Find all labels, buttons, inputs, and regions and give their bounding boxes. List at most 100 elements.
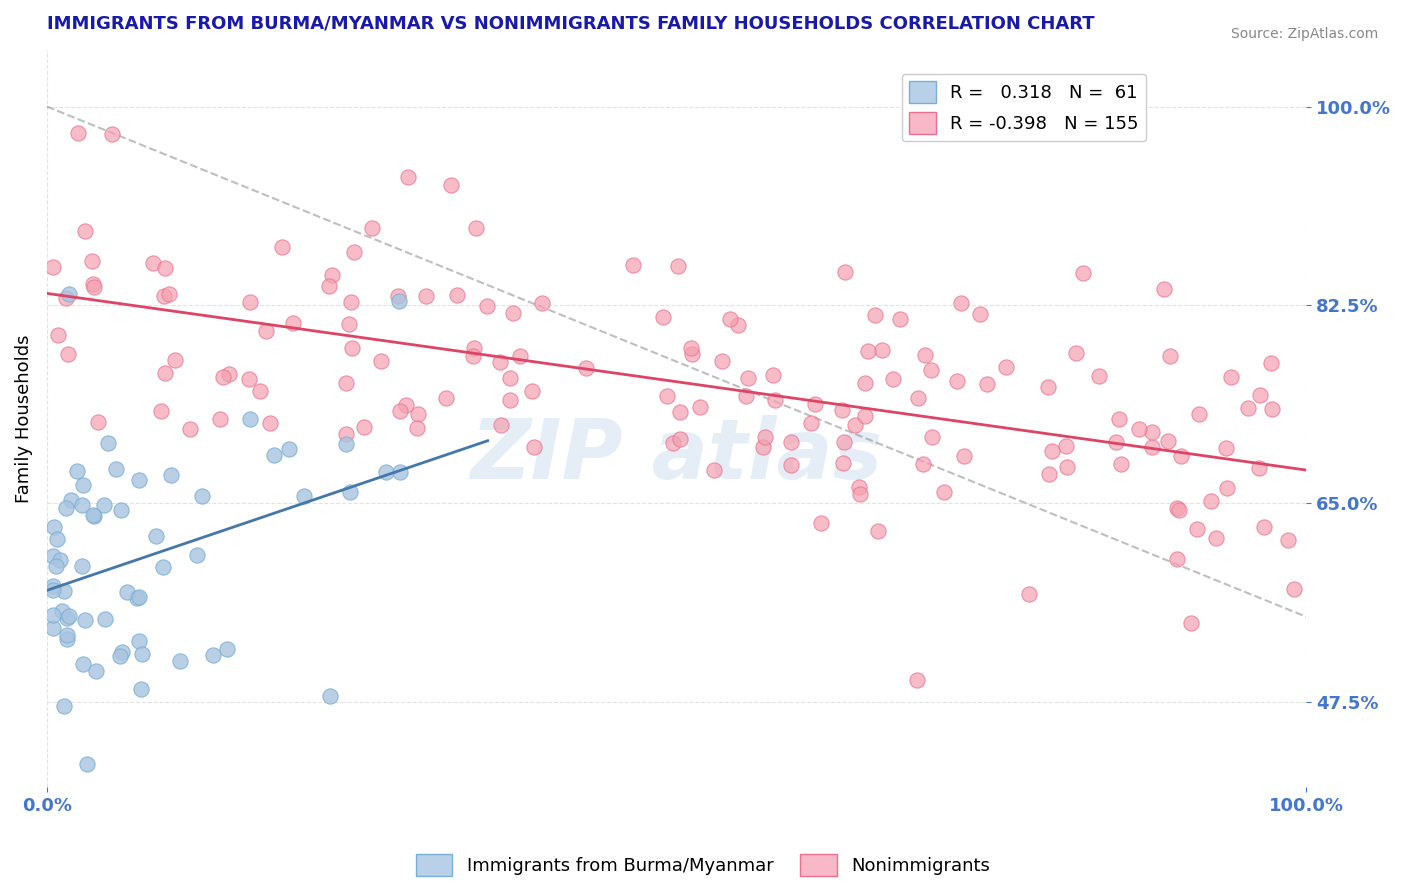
- Point: [950, 296, 973, 310]
- Point: [72, 478, 94, 492]
- Point: [128, 591, 150, 605]
- Point: [1105, 435, 1128, 450]
- Point: [652, 310, 675, 325]
- Point: [370, 353, 392, 368]
- Point: [340, 295, 363, 310]
- Point: [42, 579, 65, 593]
- Point: [1215, 442, 1237, 456]
- Point: [1247, 460, 1270, 475]
- Point: [932, 485, 955, 500]
- Point: [520, 384, 543, 399]
- Point: [810, 516, 832, 531]
- Point: [111, 645, 134, 659]
- Point: [406, 408, 429, 422]
- Point: [45, 559, 67, 574]
- Point: [129, 681, 152, 696]
- Point: [48, 328, 70, 343]
- Point: [1205, 531, 1227, 545]
- Point: [1185, 522, 1208, 536]
- Point: [405, 421, 427, 435]
- Point: [499, 371, 522, 385]
- Point: [1215, 481, 1237, 495]
- Point: [277, 442, 299, 457]
- Point: [82, 277, 104, 291]
- Point: [751, 440, 773, 454]
- Point: [1088, 369, 1111, 384]
- Point: [703, 463, 725, 477]
- Point: [1237, 401, 1260, 416]
- Point: [93, 498, 115, 512]
- Point: [1260, 356, 1282, 370]
- Point: [87, 416, 110, 430]
- Point: [128, 473, 150, 487]
- Point: [1064, 346, 1087, 360]
- Point: [149, 404, 172, 418]
- Point: [56, 627, 79, 641]
- Point: [1201, 493, 1223, 508]
- Point: [335, 426, 357, 441]
- Point: [763, 392, 786, 407]
- Point: [318, 689, 340, 703]
- Point: [281, 316, 304, 330]
- Point: [131, 647, 153, 661]
- Point: [191, 489, 214, 503]
- Text: ZIP atlas: ZIP atlas: [471, 415, 883, 496]
- Point: [343, 245, 366, 260]
- Point: [215, 642, 238, 657]
- Point: [270, 240, 292, 254]
- Point: [868, 524, 890, 538]
- Point: [337, 317, 360, 331]
- Point: [115, 584, 138, 599]
- Point: [108, 648, 131, 663]
- Point: [155, 366, 177, 380]
- Point: [465, 221, 488, 235]
- Point: [153, 261, 176, 276]
- Point: [97, 435, 120, 450]
- Point: [1108, 412, 1130, 426]
- Point: [1018, 587, 1040, 601]
- Point: [1253, 520, 1275, 534]
- Point: [718, 311, 741, 326]
- Point: [735, 389, 758, 403]
- Point: [42, 520, 65, 534]
- Point: [55, 500, 77, 515]
- Point: [70, 498, 93, 512]
- Point: [1036, 380, 1059, 394]
- Point: [94, 612, 117, 626]
- Point: [461, 349, 484, 363]
- Point: [754, 430, 776, 444]
- Point: [907, 391, 929, 405]
- Point: [1249, 388, 1271, 402]
- Point: [1056, 460, 1078, 475]
- Point: [710, 354, 733, 368]
- Point: [1167, 503, 1189, 517]
- Point: [737, 371, 759, 385]
- Point: [249, 384, 271, 398]
- Point: [42, 549, 65, 564]
- Point: [499, 393, 522, 408]
- Text: IMMIGRANTS FROM BURMA/MYANMAR VS NONIMMIGRANTS FAMILY HOUSEHOLDS CORRELATION CHA: IMMIGRANTS FROM BURMA/MYANMAR VS NONIMMI…: [46, 15, 1094, 33]
- Point: [238, 412, 260, 426]
- Point: [662, 436, 685, 450]
- Point: [259, 417, 281, 431]
- Point: [523, 440, 546, 454]
- Point: [387, 288, 409, 302]
- Point: [689, 401, 711, 415]
- Point: [834, 264, 856, 278]
- Point: [153, 289, 176, 303]
- Point: [920, 362, 942, 376]
- Point: [75, 224, 97, 238]
- Point: [56, 610, 79, 624]
- Point: [803, 397, 825, 411]
- Point: [1170, 449, 1192, 463]
- Point: [945, 374, 967, 388]
- Point: [340, 341, 363, 355]
- Point: [42, 621, 65, 635]
- Point: [502, 306, 524, 320]
- Point: [396, 169, 419, 184]
- Point: [475, 300, 498, 314]
- Point: [1261, 402, 1284, 417]
- Point: [1140, 425, 1163, 440]
- Point: [872, 343, 894, 357]
- Point: [375, 465, 398, 479]
